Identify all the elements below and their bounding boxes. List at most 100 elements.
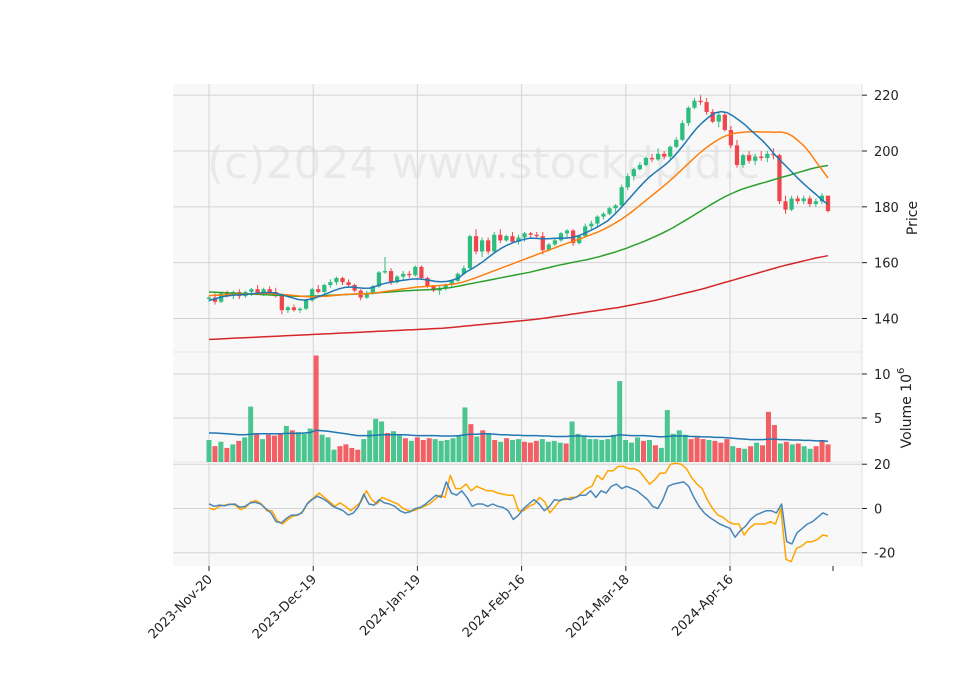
candle-down: [528, 233, 533, 235]
volume-bar-up: [575, 433, 581, 462]
volume-bar-down: [349, 447, 355, 462]
y-tick-label: 220: [874, 89, 899, 104]
oscillator-panel: [208, 462, 829, 563]
candle-up: [401, 273, 406, 277]
candle-down: [340, 278, 345, 283]
volume-bar-up: [379, 421, 385, 462]
candle-down: [473, 236, 479, 252]
candle-down: [698, 100, 703, 103]
volume-bar-down: [527, 442, 533, 462]
candle-down: [425, 278, 430, 287]
volume-bar-up: [450, 438, 456, 462]
candle-up: [801, 198, 806, 202]
candle-down: [825, 195, 831, 212]
volume-bar-up: [623, 440, 629, 462]
volume-bar-up: [307, 428, 313, 462]
volume-bar-up: [361, 439, 367, 462]
candle-down: [722, 114, 727, 131]
volume-bar-down: [795, 443, 801, 462]
candle-up: [643, 157, 649, 165]
candle-down: [540, 236, 545, 251]
volume-bar-down: [813, 446, 819, 462]
candle-up: [637, 164, 642, 170]
volume-bar-down: [533, 440, 539, 462]
candle-up: [395, 276, 400, 283]
volume-bar-up: [539, 439, 545, 462]
candle-down: [728, 130, 734, 146]
volume-bar-up: [676, 430, 682, 462]
volume-bar-down: [563, 443, 569, 462]
candle-down: [407, 273, 412, 276]
volume-bar-down: [385, 432, 391, 462]
candle-up: [595, 216, 600, 224]
candle-up: [607, 208, 612, 214]
candle-up: [504, 236, 509, 241]
candle-down: [704, 102, 709, 112]
candle-down: [534, 234, 539, 237]
candle-up: [601, 213, 606, 217]
candle-up: [613, 205, 618, 209]
candle-up: [370, 286, 375, 294]
volume-bar-up: [646, 440, 652, 462]
candle-up: [583, 226, 588, 237]
volume-bar-up: [593, 439, 599, 462]
candle-up: [765, 153, 770, 158]
volume-bar-up: [658, 447, 664, 462]
volume-bar-up: [474, 436, 480, 462]
volume-bar-up: [516, 439, 521, 462]
candle-up: [461, 268, 467, 274]
candle-up: [558, 233, 564, 241]
volume-bar-down: [289, 430, 295, 462]
volume-bar-down: [271, 435, 277, 462]
volume-axis-label: Volume 10: [899, 374, 915, 448]
volume-bar-up: [635, 437, 641, 462]
volume-bar-down: [480, 430, 486, 462]
candle-up: [686, 107, 691, 124]
candle-down: [771, 153, 776, 156]
volume-bar-up: [373, 418, 379, 462]
volume-bar-down: [343, 444, 349, 462]
y-tick-label: -20: [874, 547, 895, 562]
volume-bar-up: [569, 421, 575, 462]
volume-bar-up: [295, 432, 301, 462]
candle-up: [753, 156, 758, 161]
volume-bar-down: [521, 441, 527, 462]
volume-bar-up: [510, 440, 516, 462]
candle-up: [655, 153, 661, 160]
candle-up: [334, 278, 339, 283]
volume-bar-up: [260, 439, 266, 462]
candle-up: [674, 139, 679, 147]
volume-bar-up: [331, 449, 337, 462]
candle-down: [279, 296, 284, 311]
y-tick-label: 5: [874, 412, 882, 427]
candle-down: [419, 266, 424, 279]
candle-up: [479, 240, 485, 252]
x-tick-label: 2023-Dec-19: [250, 572, 320, 642]
volume-bar-up: [408, 440, 414, 462]
candle-down: [486, 240, 491, 252]
candle-down: [291, 307, 297, 311]
candle-up: [413, 266, 418, 276]
candle-up: [813, 201, 818, 205]
volume-bar-down: [492, 440, 498, 462]
candle-up: [516, 237, 521, 242]
volume-bar-up: [605, 439, 611, 462]
y-tick-label: 140: [874, 313, 899, 328]
candle-up: [467, 236, 473, 269]
candle-up: [297, 308, 303, 311]
volume-bar-down: [712, 440, 718, 462]
volume-bar-up: [599, 440, 605, 462]
candle-down: [431, 286, 436, 291]
volume-bar-down: [771, 425, 777, 462]
candle-up: [303, 300, 309, 309]
candle-up: [589, 223, 594, 227]
candle-up: [552, 240, 558, 245]
volume-bar-down: [254, 433, 260, 462]
volume-bar-up: [498, 441, 504, 462]
x-tick-label: 2024-Jan-19: [357, 572, 424, 639]
volume-bar-up: [587, 439, 593, 462]
candle-down: [510, 236, 515, 242]
svg-text:Volume 106: Volume 106: [896, 368, 915, 449]
volume-bar-up: [396, 435, 402, 462]
x-tick-label: 2024-Apr-16: [669, 572, 736, 639]
